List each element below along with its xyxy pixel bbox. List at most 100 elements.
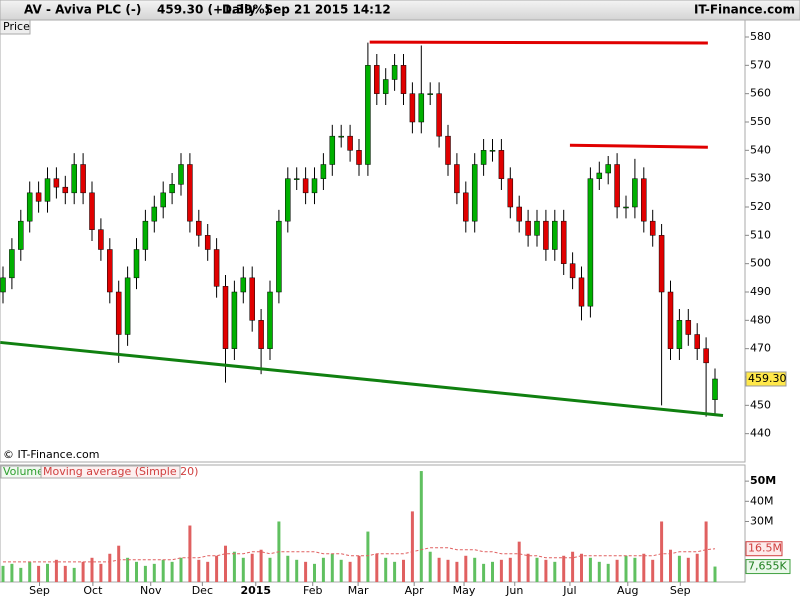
volume-bar: [81, 561, 85, 582]
candle-body: [525, 220, 531, 236]
candle-body: [614, 164, 620, 208]
y-tick-label: 530: [750, 172, 771, 185]
volume-bar: [161, 559, 165, 582]
volume-bar: [313, 563, 316, 582]
price-panel: [0, 19, 746, 463]
volume-bar: [10, 563, 14, 582]
volume-bar: [615, 559, 619, 582]
volume-label: 7,655K: [748, 560, 787, 573]
candle-body: [374, 65, 380, 94]
candle-body: [231, 291, 238, 349]
volume-bar: [268, 557, 272, 582]
panel-label-box: [0, 19, 31, 35]
candle-body: [454, 164, 460, 194]
volume-bar: [117, 545, 121, 582]
ma-label: 16.5M: [748, 542, 782, 555]
candle-body: [489, 150, 496, 152]
candle-body: [9, 249, 15, 279]
candle-body: [222, 286, 229, 349]
volume-bar: [633, 557, 637, 582]
trend-line: [569, 143, 708, 149]
candle-body: [196, 220, 202, 236]
candle-body: [338, 135, 344, 138]
candle-body: [293, 178, 300, 180]
candle-body: [703, 348, 709, 364]
symbol: AV - Aviva PLC (-): [24, 3, 141, 17]
volume-bar: [366, 531, 370, 582]
x-tick-label: Dec: [192, 584, 213, 597]
volume-bar: [321, 557, 325, 582]
volume-bar: [108, 553, 112, 582]
volume-bar: [446, 559, 450, 582]
y-tick-label: 450: [750, 398, 771, 411]
candle-body: [649, 220, 656, 236]
candle-body: [89, 192, 95, 230]
candle-body: [178, 164, 184, 185]
copyright: © IT-Finance.com: [3, 448, 100, 461]
volume-bar: [1, 565, 5, 582]
candle-body: [187, 164, 193, 222]
candle-body: [53, 178, 60, 188]
volume-bar: [197, 559, 201, 582]
candle-body: [569, 263, 576, 279]
y-tick-label: 440: [750, 427, 771, 440]
candle-body: [632, 178, 638, 208]
volume-bar: [491, 561, 494, 582]
candle-body: [694, 334, 700, 349]
volume-bar: [410, 511, 414, 582]
candle-body: [418, 93, 425, 123]
candle-body: [543, 220, 549, 250]
brand: IT-Finance.com: [694, 3, 795, 17]
volume-bar: [37, 565, 41, 582]
volume-bar: [330, 553, 334, 582]
volume-bar: [695, 553, 699, 582]
candle-body: [142, 220, 149, 250]
y-tick-label: 560: [750, 87, 771, 100]
volume-bar: [241, 557, 245, 582]
candle-body: [213, 249, 220, 287]
legend-box: [40, 465, 181, 479]
volume-bar: [90, 557, 94, 582]
candle-body: [676, 320, 683, 349]
volume-bar: [606, 563, 610, 582]
volume-bar: [402, 559, 405, 582]
y-tick-label: 540: [750, 143, 771, 156]
x-tick-label: Sep: [29, 584, 50, 597]
volume-bar: [455, 561, 459, 582]
y-tick-label: 550: [750, 115, 771, 128]
candle-body: [98, 229, 104, 250]
volume-bar: [19, 567, 23, 582]
volume-bar: [660, 521, 664, 582]
candle-body: [258, 320, 264, 349]
volume-bar: [482, 563, 486, 582]
candle-body: [302, 178, 309, 194]
volume-bar: [562, 555, 566, 582]
volume-bar: [669, 549, 672, 582]
candle-body: [44, 178, 51, 202]
x-tick-label: Jun: [505, 584, 523, 597]
volume-bar: [295, 559, 299, 582]
y-tick-label: 520: [750, 200, 771, 213]
candle-body: [356, 150, 362, 165]
candle-body: [400, 65, 407, 94]
y-tick-label: 580: [750, 30, 771, 43]
candle-body: [0, 277, 6, 293]
candle-body: [169, 184, 175, 194]
candle-body: [471, 164, 478, 222]
candle-body: [124, 277, 131, 335]
volume-bar: [286, 555, 290, 582]
candle-body: [685, 320, 692, 335]
candle-body: [382, 79, 389, 94]
y-tick-label: 480: [750, 313, 771, 326]
panel-label: Price: [3, 20, 30, 33]
volume-bar: [63, 565, 67, 582]
volume-bar: [348, 561, 352, 582]
candle-body: [578, 277, 585, 307]
volume-bar: [624, 555, 628, 582]
volume-bar: [437, 557, 441, 582]
legend-volume: Volume: [3, 465, 44, 478]
candle-body: [623, 206, 629, 209]
volume-bar: [508, 557, 512, 582]
volume-bar: [375, 553, 379, 582]
volume-bar: [339, 559, 343, 582]
